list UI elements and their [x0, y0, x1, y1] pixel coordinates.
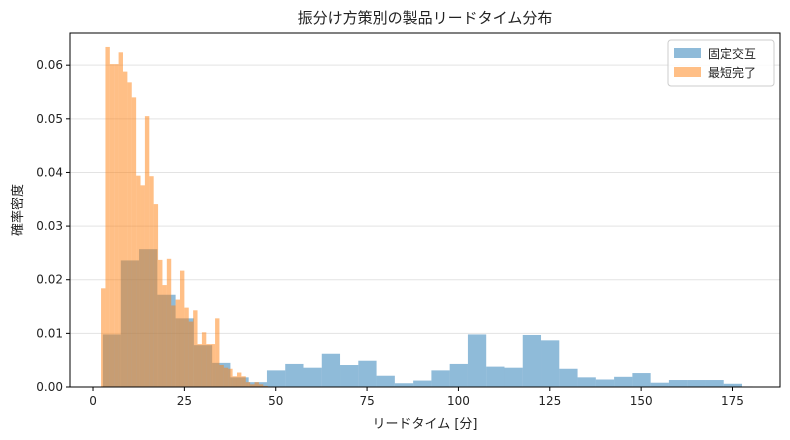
histogram-bar	[723, 383, 742, 387]
y-tick-label: 0.04	[36, 165, 63, 179]
histogram-bar	[321, 353, 341, 387]
histogram-bar	[340, 365, 359, 387]
histogram-bar	[266, 370, 286, 387]
histogram-bar	[236, 372, 242, 387]
histogram-bar	[254, 382, 259, 387]
histogram-bar	[650, 382, 669, 387]
series-2	[101, 46, 268, 388]
histogram-bar	[188, 321, 194, 387]
histogram-bar	[241, 376, 246, 387]
x-tick-label: 150	[630, 394, 653, 408]
x-tick-label: 75	[359, 394, 374, 408]
histogram-bar	[285, 363, 304, 387]
histogram-bar	[118, 52, 123, 388]
histogram-bar	[413, 380, 432, 387]
histogram-bar	[687, 380, 706, 387]
histogram-bar	[166, 258, 172, 387]
x-tick-label: 0	[89, 394, 97, 408]
histogram-bar	[595, 379, 615, 387]
histogram-bar	[197, 344, 202, 387]
y-tick-label: 0.00	[36, 380, 63, 394]
y-axis-label: 確率密度	[10, 184, 26, 236]
histogram-bar	[114, 64, 119, 387]
histogram-bar	[522, 334, 542, 387]
histogram-bar	[206, 344, 211, 387]
histogram-bar	[258, 384, 264, 387]
histogram-bar	[541, 340, 560, 387]
y-tick-label: 0.02	[36, 273, 63, 287]
y-axis: 0.00 0.01 0.02 0.03 0.04 0.05 0.06	[36, 58, 70, 394]
bars-layer	[101, 46, 753, 388]
histogram-bar	[263, 385, 268, 387]
histogram-bar	[136, 175, 141, 387]
histogram-bar	[228, 368, 233, 387]
legend-label: 固定交互	[708, 46, 756, 61]
x-tick-label: 175	[721, 394, 744, 408]
histogram-bar	[122, 71, 128, 388]
histogram-bar	[127, 82, 132, 387]
histogram-bar	[101, 288, 106, 387]
histogram-bar	[668, 380, 688, 387]
x-tick-label: 100	[447, 394, 470, 408]
histogram-bar	[184, 307, 189, 387]
histogram-bar	[210, 344, 216, 387]
histogram-bar	[201, 332, 207, 387]
histogram-bar	[394, 383, 414, 387]
histogram-bar	[162, 285, 167, 387]
histogram-bar	[105, 46, 110, 387]
histogram-bar	[559, 368, 578, 387]
histogram-bar	[449, 363, 468, 387]
histogram-bar	[140, 185, 145, 387]
histogram-bar	[232, 376, 237, 387]
histogram-bar	[303, 367, 322, 387]
histogram-bar	[179, 270, 185, 387]
legend-swatch	[674, 67, 701, 77]
histogram-bar	[175, 299, 180, 387]
histogram-bar	[577, 377, 596, 387]
histogram-bar	[486, 366, 505, 387]
histogram-bar	[431, 370, 450, 387]
plot-frame	[69, 32, 781, 388]
y-tick-label: 0.01	[36, 326, 63, 340]
chart-title: 振分け方策別の製品リードタイム分布	[298, 9, 553, 27]
x-tick-label: 25	[177, 394, 192, 408]
histogram-bar	[614, 376, 633, 387]
histogram-bar	[467, 334, 487, 387]
legend-label: 最短完了	[708, 65, 756, 80]
histogram-bar	[131, 97, 137, 387]
histogram-bar	[705, 380, 724, 387]
x-axis-label: リードタイム [分]	[372, 417, 477, 432]
y-tick-label: 0.03	[36, 219, 63, 233]
y-tick-label: 0.05	[36, 112, 63, 126]
legend-swatch	[674, 48, 701, 58]
histogram-bar	[632, 373, 651, 387]
histogram-bar	[193, 310, 198, 387]
histogram-bar	[245, 382, 251, 387]
x-tick-label: 125	[538, 394, 561, 408]
histogram-bar	[219, 365, 224, 387]
histogram-bar	[223, 367, 229, 387]
histogram-bar	[215, 318, 220, 387]
x-axis: 0 25 50 75 100 125 150 175	[89, 387, 744, 408]
histogram-bar	[149, 176, 154, 387]
histogram-bar	[144, 116, 150, 388]
histogram-bar	[250, 384, 255, 387]
histogram-bar	[109, 64, 115, 387]
x-tick-label: 50	[268, 394, 283, 408]
histogram-bar	[358, 360, 377, 387]
histogram-bar	[171, 305, 176, 387]
histogram-bar	[376, 375, 395, 387]
histogram-bar	[153, 204, 159, 387]
histogram-bar	[158, 259, 163, 387]
y-tick-label: 0.06	[36, 58, 63, 72]
histogram-bar	[504, 367, 523, 387]
